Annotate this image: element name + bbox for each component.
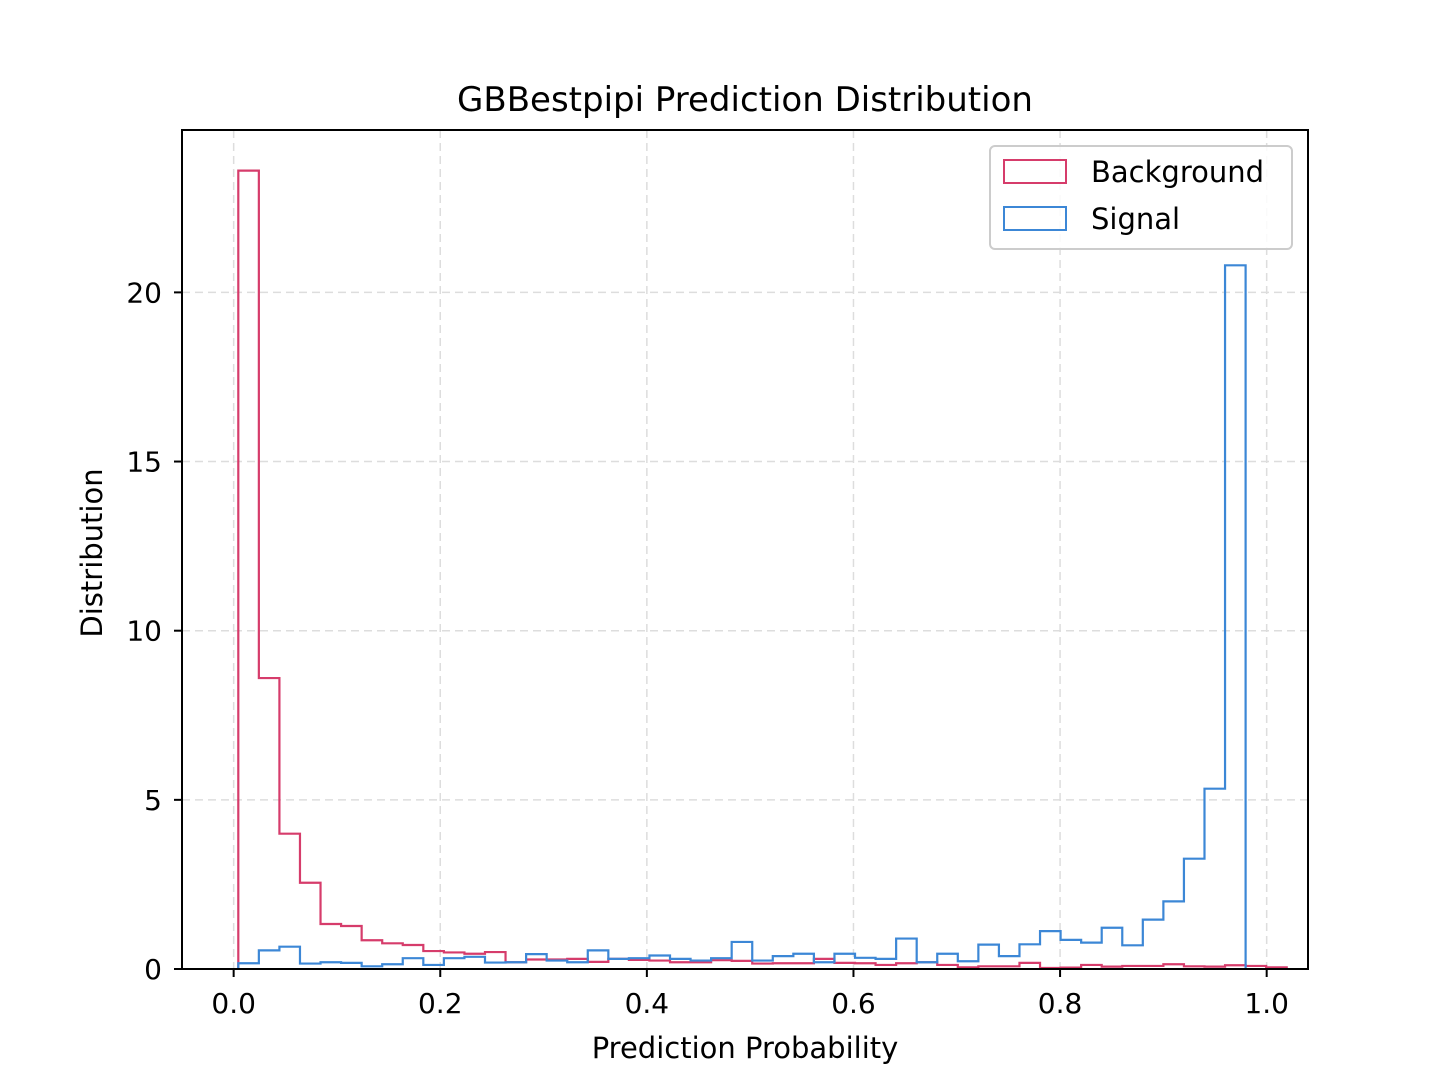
bin-signal bbox=[814, 962, 835, 969]
x-axis-label: Prediction Probability bbox=[592, 1031, 899, 1065]
bin-signal bbox=[1040, 931, 1061, 969]
chart-title: GBBestpipi Prediction Distribution bbox=[457, 80, 1033, 120]
legend-label-background: Background bbox=[1091, 155, 1264, 189]
bin-signal bbox=[896, 939, 917, 969]
histogram-series bbox=[237, 169, 1288, 970]
bin-signal bbox=[711, 958, 732, 969]
bin-signal bbox=[978, 945, 999, 969]
x-tick-label: 0.4 bbox=[625, 987, 670, 1020]
bin-signal bbox=[937, 954, 958, 969]
step-line-signal bbox=[237, 264, 1247, 969]
x-tick-label: 0.2 bbox=[418, 987, 463, 1020]
bin-signal bbox=[588, 950, 609, 969]
bin-signal bbox=[629, 958, 650, 969]
x-tick-label: 0.0 bbox=[211, 987, 256, 1020]
bin-signal bbox=[259, 950, 280, 969]
bin-signal bbox=[691, 961, 712, 969]
x-axis-ticks: 0.0 0.2 0.4 0.6 0.8 1.0 bbox=[211, 969, 1289, 1020]
legend: Background Signal bbox=[989, 145, 1293, 250]
y-tick-label: 10 bbox=[126, 615, 162, 648]
bin-signal bbox=[999, 956, 1020, 969]
series-background bbox=[237, 169, 1288, 970]
bin-signal bbox=[279, 947, 300, 969]
bin-signal bbox=[1102, 928, 1123, 969]
bin-signal bbox=[1225, 265, 1246, 969]
bin-signal bbox=[1081, 943, 1102, 969]
bin-background bbox=[362, 940, 383, 969]
bin-signal bbox=[1061, 940, 1082, 969]
bin-signal bbox=[855, 958, 876, 969]
bin-signal bbox=[732, 942, 753, 969]
bin-signal bbox=[444, 958, 465, 969]
bin-signal bbox=[1143, 920, 1164, 969]
bin-signal bbox=[1204, 789, 1225, 969]
bin-signal bbox=[917, 962, 938, 969]
bin-background bbox=[300, 883, 321, 969]
y-tick-label: 20 bbox=[126, 276, 162, 309]
legend-label-signal: Signal bbox=[1091, 202, 1180, 236]
bin-signal bbox=[567, 962, 588, 969]
bin-signal bbox=[1019, 944, 1040, 969]
y-tick-label: 15 bbox=[126, 446, 162, 479]
bin-signal bbox=[1163, 901, 1184, 969]
bin-signal bbox=[321, 962, 342, 969]
bin-signal bbox=[547, 961, 568, 969]
bin-signal bbox=[876, 959, 897, 969]
bin-background bbox=[259, 678, 280, 969]
bin-signal bbox=[793, 954, 814, 969]
y-tick-label: 0 bbox=[144, 953, 162, 986]
bin-signal bbox=[608, 959, 629, 969]
grid-lines bbox=[182, 130, 1308, 969]
bin-signal bbox=[1122, 945, 1143, 969]
bin-signal bbox=[773, 956, 794, 969]
bin-signal bbox=[403, 958, 424, 969]
x-tick-label: 1.0 bbox=[1244, 987, 1289, 1020]
bin-signal bbox=[670, 959, 691, 969]
bin-signal bbox=[958, 961, 979, 969]
plot-frame bbox=[181, 129, 1309, 970]
bin-signal bbox=[752, 961, 773, 969]
bin-signal bbox=[526, 954, 547, 969]
x-tick-label: 0.6 bbox=[831, 987, 876, 1020]
series-signal bbox=[237, 264, 1247, 969]
bin-signal bbox=[649, 955, 670, 969]
bin-signal bbox=[1184, 859, 1205, 969]
step-line-background bbox=[237, 169, 1288, 970]
bin-background bbox=[238, 171, 259, 969]
y-tick-label: 5 bbox=[144, 784, 162, 817]
legend-swatch-background bbox=[1003, 159, 1067, 184]
bin-signal bbox=[464, 957, 485, 969]
x-tick-label: 0.8 bbox=[1038, 987, 1083, 1020]
y-axis-label: Distribution bbox=[75, 468, 109, 637]
y-axis-ticks: 0 5 10 15 20 bbox=[126, 276, 182, 986]
bin-signal bbox=[506, 962, 527, 969]
bin-signal bbox=[834, 954, 855, 969]
legend-swatch-signal bbox=[1003, 206, 1067, 231]
